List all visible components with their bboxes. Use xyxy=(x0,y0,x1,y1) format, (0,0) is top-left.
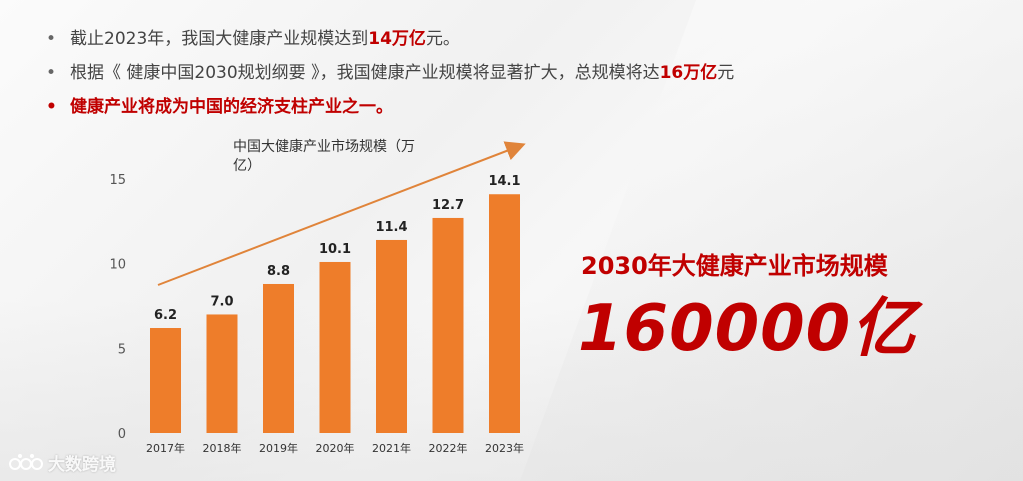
projection-value: 160000亿 xyxy=(578,292,917,366)
bar-value-label: 8.8 xyxy=(267,264,290,279)
watermark-text: 大数跨境 xyxy=(48,455,116,475)
y-tick-label: 5 xyxy=(118,342,126,357)
bullet-list: • 截止2023年，我国大健康产业规模达到14万亿元。 • 根据《 健康中国20… xyxy=(44,22,734,124)
bar xyxy=(206,314,238,433)
trend-arrow xyxy=(157,141,526,286)
x-tick-label: 2017年 xyxy=(146,441,185,455)
x-tick-label: 2018年 xyxy=(203,441,242,455)
y-tick-label: 0 xyxy=(118,427,126,442)
bar xyxy=(263,283,294,433)
x-tick-label: 2020年 xyxy=(316,441,355,455)
bullet-marker: • xyxy=(46,63,57,83)
watermark: 大数跨境 xyxy=(8,450,116,475)
x-tick-label: 2021年 xyxy=(372,441,411,455)
bar-value-label: 14.1 xyxy=(488,174,520,189)
x-tick-label: 2019年 xyxy=(259,441,298,455)
bar-value-label: 11.4 xyxy=(375,220,407,235)
x-tick-label: 2023年 xyxy=(485,441,524,455)
bar xyxy=(432,217,464,433)
bar xyxy=(319,261,351,433)
bullet-item: • 截止2023年，我国大健康产业规模达到14万亿元。 xyxy=(44,22,734,56)
chart-title: 中国大健康产业市场规模（万亿） xyxy=(233,138,415,174)
bullet-text: 元。 xyxy=(425,29,460,49)
bullet-item: • 健康产业将成为中国的经济支柱产业之一。 xyxy=(44,90,734,124)
bullet-text: 健康产业将成为中国的经济支柱产业之一。 xyxy=(70,97,393,117)
y-tick-label: 15 xyxy=(109,173,126,188)
bar-value-label: 10.1 xyxy=(319,242,351,257)
projection-caption: 2030年大健康产业市场规模 xyxy=(581,252,888,280)
bullet-text: 截止2023年，我国大健康产业规模达到 xyxy=(70,29,369,49)
bullet-marker: • xyxy=(46,97,57,117)
bullet-highlight: 14万亿 xyxy=(368,29,426,49)
bar xyxy=(376,239,407,433)
paw-logo-icon xyxy=(9,453,43,470)
x-tick-label: 2022年 xyxy=(429,441,468,455)
bullet-text: 元 xyxy=(717,63,735,83)
bar-value-label: 12.7 xyxy=(432,198,464,213)
bullet-item: • 根据《 健康中国2030规划纲要 》，我国健康产业规模将显著扩大，总规模将达… xyxy=(44,56,734,90)
bullet-highlight: 16万亿 xyxy=(659,63,718,83)
bar-value-label: 7.0 xyxy=(210,294,233,309)
bar xyxy=(489,194,520,433)
y-tick-label: 10 xyxy=(109,258,126,273)
bullet-marker: • xyxy=(46,29,57,49)
bar xyxy=(150,328,181,433)
bar-value-label: 6.2 xyxy=(154,308,177,323)
bullet-text: 根据《 健康中国2030规划纲要 》，我国健康产业规模将显著扩大，总规模将达 xyxy=(70,63,660,83)
